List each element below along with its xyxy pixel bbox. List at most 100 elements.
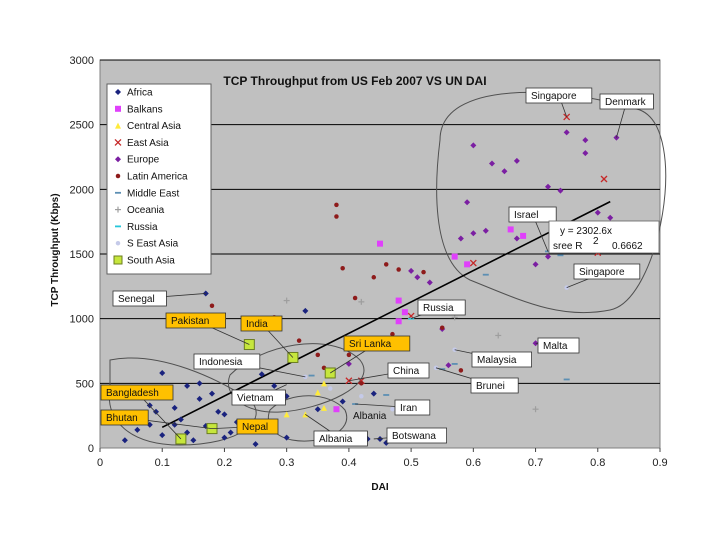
data-point	[209, 303, 215, 308]
data-point	[545, 253, 551, 260]
callout-box	[231, 389, 286, 406]
legend-entry: Russia	[127, 222, 158, 233]
x-tick-label: 0.1	[155, 457, 170, 469]
data-point	[421, 269, 426, 275]
callout-label: India	[246, 319, 268, 330]
callout-box	[508, 206, 557, 223]
data-point	[359, 381, 364, 386]
data-point	[258, 371, 265, 378]
equation-box-bg	[548, 220, 660, 254]
callout-label: Denmark	[605, 97, 647, 108]
x-tick-label: 0.8	[590, 457, 605, 469]
chart-title: TCP Throughput from US Feb 2007 VS UN DA…	[223, 74, 486, 88]
y-tick-label: 3000	[70, 55, 94, 67]
callout-box	[236, 418, 279, 435]
data-point	[582, 137, 589, 144]
data-point	[209, 390, 215, 397]
callout-label: Malta	[543, 341, 568, 352]
x-tick-label: 0.6	[466, 457, 481, 469]
data-point	[395, 318, 402, 325]
data-point	[196, 380, 203, 387]
y-tick-label: 1500	[70, 249, 94, 261]
legend-entry: Middle East	[127, 188, 179, 199]
data-point	[495, 332, 502, 339]
x-tick-label: 0.4	[341, 457, 356, 469]
marker-stroke	[600, 175, 608, 183]
data-point	[594, 209, 601, 216]
data-point	[339, 398, 346, 405]
trendline-r2-value: 0.6662	[612, 241, 643, 252]
data-point	[545, 183, 551, 190]
data-point	[321, 380, 327, 387]
x-tick-label: 0	[97, 457, 103, 469]
x-tick-label: 0.2	[217, 457, 232, 469]
legend-box	[106, 83, 212, 275]
callout-box	[537, 337, 580, 354]
data-point	[445, 362, 452, 369]
legend-entry: South Asia	[127, 256, 175, 267]
data-point	[227, 429, 234, 436]
data-point	[315, 352, 321, 358]
callout-label: Brunei	[476, 381, 505, 392]
trendline-equation: y = 2302.6x sree R 2 0.6662	[548, 220, 660, 254]
data-point	[464, 199, 471, 206]
data-point	[340, 265, 345, 271]
data-point	[134, 426, 141, 433]
data-point	[390, 331, 395, 337]
callout-label: Singapore	[579, 267, 625, 278]
data-point	[321, 404, 327, 411]
data-point	[414, 274, 421, 281]
callout-label: Botswana	[392, 431, 436, 442]
legend-marker	[115, 173, 121, 179]
callout-box	[240, 315, 283, 332]
data-point	[302, 307, 309, 314]
trendline-r2-label: sree R	[553, 241, 582, 252]
data-point	[532, 261, 539, 268]
legend-entry: S East Asia	[127, 239, 179, 250]
data-point	[390, 406, 395, 412]
legend-marker	[115, 105, 121, 112]
trendline-r2-superscript: 2	[593, 236, 599, 247]
data-point	[159, 432, 166, 439]
callout-label: Sri Lanka	[349, 339, 392, 350]
data-point	[358, 298, 365, 305]
callout-box	[417, 299, 466, 316]
data-point	[146, 402, 153, 409]
data-point	[121, 437, 128, 444]
data-point	[482, 227, 489, 234]
legend-entry: Oceania	[127, 205, 165, 216]
data-point	[333, 406, 340, 413]
data-point	[532, 406, 539, 413]
callout-label: Russia	[423, 303, 454, 314]
data-point	[513, 235, 520, 242]
data-point	[600, 175, 608, 183]
callout-box	[573, 263, 641, 280]
legend-entry: East Asia	[127, 138, 169, 149]
callout-label: Albania	[353, 411, 387, 422]
callout-label: Singapore	[531, 91, 577, 102]
callout-box	[470, 377, 519, 394]
data-point	[283, 434, 290, 441]
data-point	[396, 267, 401, 272]
callouts: Singapore Denmark Israel Singapore Senegal Ru…	[100, 87, 654, 447]
y-tick-label: 0	[88, 443, 94, 455]
data-point	[296, 338, 302, 343]
data-point	[215, 408, 222, 415]
data-point	[334, 214, 339, 219]
legend-entry: Balkans	[127, 104, 163, 115]
x-tick-label: 0.5	[403, 457, 418, 469]
data-point	[395, 297, 402, 304]
x-tick-label: 0.9	[652, 457, 667, 469]
legend-marker	[115, 156, 121, 163]
y-tick-label: 1000	[70, 314, 94, 326]
callout-box	[394, 399, 431, 416]
legend: Africa Balkans Central Asia East Asia Europe…	[106, 83, 212, 275]
data-point	[457, 235, 464, 242]
data-point	[458, 368, 464, 373]
data-point	[283, 411, 290, 418]
data-point	[171, 404, 178, 411]
callout-box	[165, 312, 226, 329]
y-axis-title: TCP Throughput (Kbps)	[50, 193, 61, 306]
callout-label: Iran	[400, 403, 417, 414]
